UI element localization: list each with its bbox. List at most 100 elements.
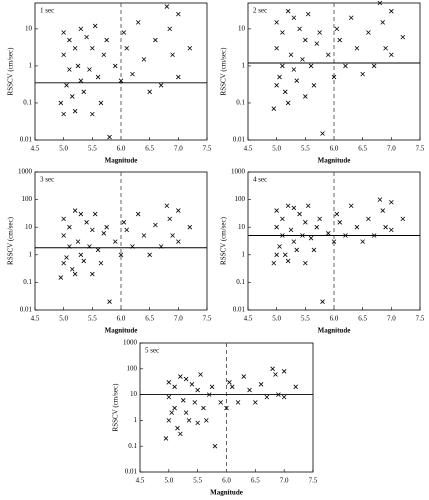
data-point: [300, 57, 305, 62]
data-point: [121, 30, 127, 35]
data-point: [176, 208, 181, 213]
data-point: [400, 34, 406, 40]
data-point: [303, 94, 308, 99]
x-tick-label: 7.0: [387, 145, 396, 153]
data-point: [294, 247, 300, 253]
y-axis-title: RSSCV (cm/sec): [7, 47, 15, 96]
y-tick-label: 0.1: [23, 278, 32, 286]
data-point: [67, 224, 72, 230]
plot-frame: [247, 2, 421, 141]
data-point: [241, 374, 247, 379]
x-tick-label: 5.0: [164, 477, 173, 485]
data-point: [348, 203, 354, 209]
data-point: [201, 405, 206, 411]
data-point: [166, 394, 172, 400]
data-point: [64, 83, 69, 88]
data-point: [153, 222, 158, 228]
data-point: [187, 224, 193, 230]
x-tick-label: 6.0: [330, 315, 339, 323]
data-point: [130, 71, 135, 77]
data-point: [90, 227, 95, 233]
y-tick-label: 100: [22, 195, 33, 203]
data-point: [229, 384, 235, 390]
x-tick-label: 5.5: [88, 145, 97, 153]
data-point: [107, 299, 112, 304]
data-point: [311, 247, 317, 253]
data-point: [81, 258, 87, 264]
x-tick-label: 7.0: [174, 315, 183, 323]
data-point: [175, 425, 180, 431]
x-tick-label: 5.5: [88, 315, 97, 323]
data-point: [294, 78, 300, 83]
data-point: [280, 30, 285, 35]
data-point: [58, 275, 64, 280]
data-point: [274, 83, 279, 88]
data-point: [61, 233, 66, 238]
x-axis-title: Magnitude: [318, 157, 351, 165]
x-tick-label: 6.5: [145, 315, 154, 323]
x-tick-label: 5.0: [272, 315, 281, 323]
data-point: [389, 199, 394, 205]
data-point: [218, 400, 224, 405]
data-point: [270, 366, 275, 372]
data-point: [291, 205, 297, 211]
data-point: [107, 134, 112, 140]
data-point: [153, 37, 158, 43]
data-point: [308, 63, 314, 69]
data-point: [308, 235, 314, 241]
data-point: [334, 26, 340, 32]
data-point: [84, 34, 89, 40]
data-point: [78, 26, 84, 32]
x-tick-label: 5.0: [59, 145, 68, 153]
x-tick-label: 6.5: [251, 477, 260, 485]
x-tick-label: 6.5: [358, 145, 367, 153]
data-point: [258, 382, 264, 387]
data-point: [90, 45, 95, 51]
data-point: [170, 52, 175, 58]
data-point: [282, 252, 288, 258]
data-point: [104, 37, 109, 43]
data-point: [112, 63, 118, 69]
y-tick-label: 0.01: [125, 468, 138, 476]
data-point: [280, 63, 285, 69]
data-point: [303, 260, 308, 266]
data-point: [325, 52, 331, 58]
data-point: [274, 224, 279, 230]
data-point: [64, 255, 69, 260]
data-point: [180, 398, 186, 403]
panel-label: 3 sec: [40, 176, 54, 184]
y-axis-title: RSSCV (cm/sec): [112, 383, 120, 432]
y-tick-label: 1000: [123, 339, 138, 347]
data-point: [118, 78, 124, 83]
data-point: [314, 41, 320, 46]
data-point: [337, 220, 343, 225]
data-point: [297, 211, 302, 217]
x-tick-label: 4.5: [31, 315, 40, 323]
data-point: [167, 26, 173, 32]
data-point: [291, 239, 297, 244]
data-point: [130, 244, 135, 249]
data-point: [277, 244, 282, 249]
data-point: [264, 394, 270, 400]
y-tick-label: 0.1: [236, 99, 245, 107]
data-point: [291, 67, 297, 72]
x-axis-title: Magnitude: [105, 327, 138, 335]
y-tick-label: 1: [242, 62, 246, 70]
y-axis-title: RSSCV (cm/sec): [7, 216, 15, 265]
x-tick-label: 4.5: [136, 477, 145, 485]
data-point: [291, 15, 297, 21]
data-point: [101, 52, 107, 58]
data-point: [271, 106, 277, 111]
data-point: [305, 203, 311, 209]
data-point: [288, 227, 294, 233]
data-point: [167, 216, 173, 222]
data-point: [135, 211, 141, 217]
y-tick-label: 0.1: [23, 99, 32, 107]
data-point: [325, 231, 331, 236]
data-point: [92, 211, 98, 217]
data-point: [176, 11, 181, 17]
data-point: [69, 94, 75, 99]
x-tick-label: 6.5: [145, 145, 154, 153]
data-point: [67, 67, 72, 72]
